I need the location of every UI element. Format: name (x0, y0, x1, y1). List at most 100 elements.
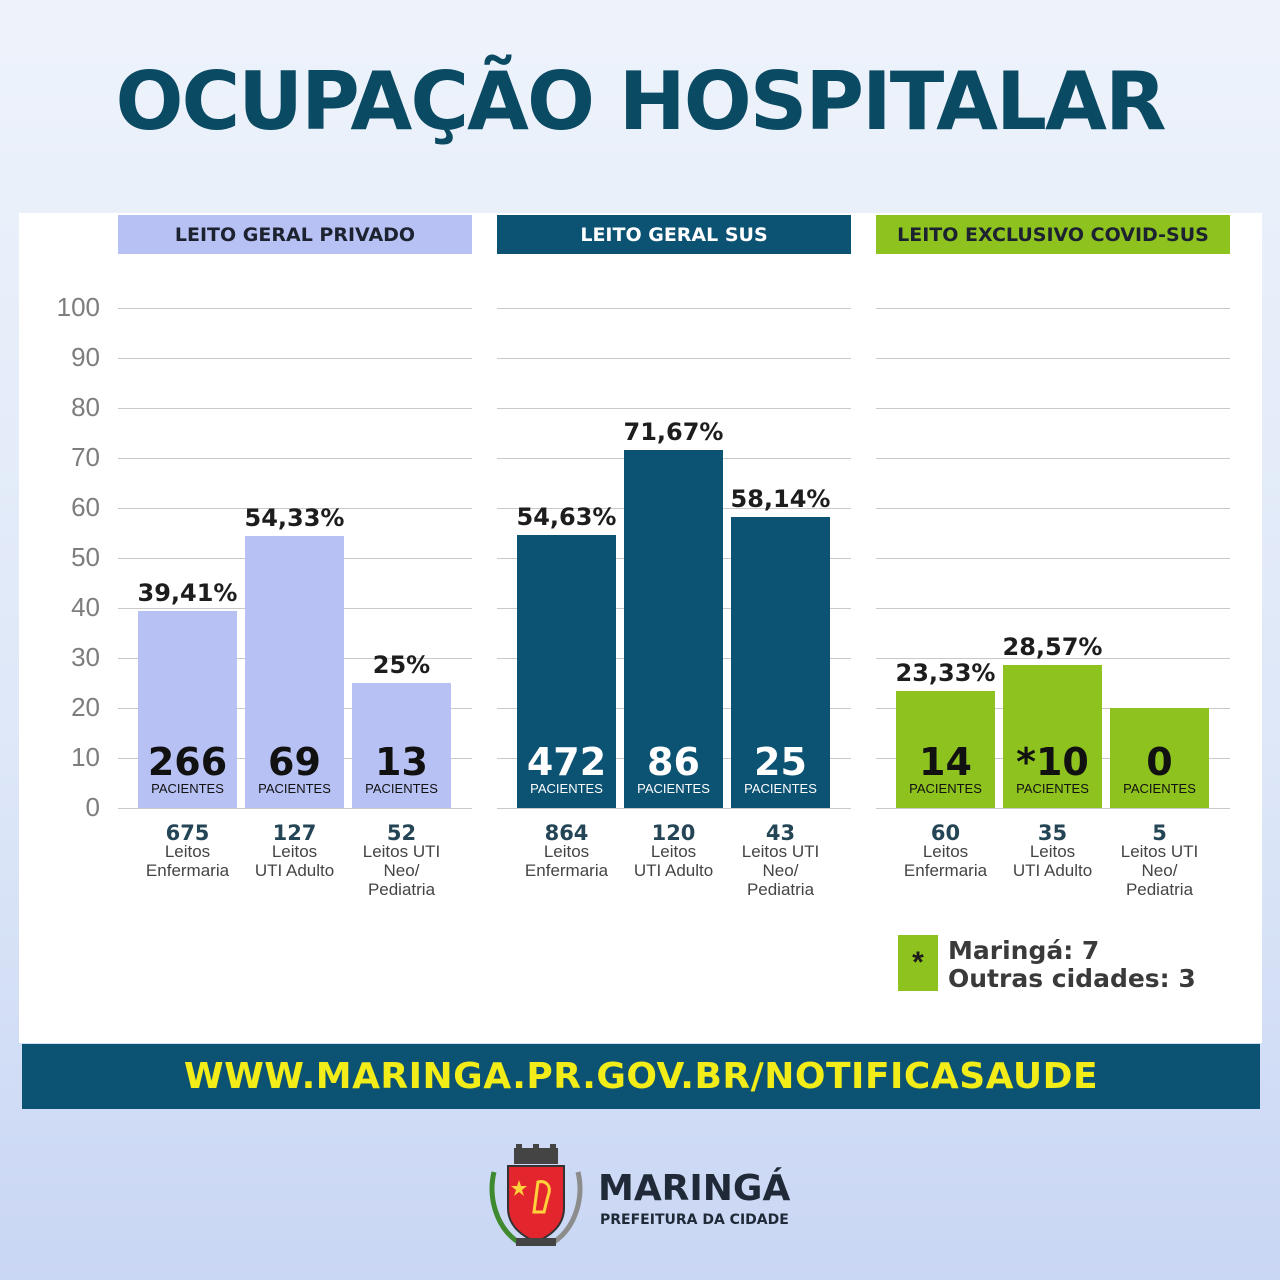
bar (624, 449, 723, 808)
gridline (497, 308, 851, 309)
bar-patient-count: 25 (754, 740, 807, 784)
bar-unit-label: PACIENTES (530, 781, 603, 796)
y-tick-label: 90 (71, 342, 100, 372)
bar-percent-label: 28,57% (1002, 633, 1103, 662)
gridline (876, 408, 1230, 409)
city-name: MARINGÁ (598, 1168, 791, 1209)
bed-type-label: Enfermaria (524, 861, 609, 880)
bed-type-label: Neo/ (383, 861, 420, 880)
group-header: LEITO GERAL PRIVADO (118, 215, 472, 254)
gridline (876, 808, 1230, 809)
bed-type-label: Leitos (1029, 842, 1076, 861)
y-tick-label: 80 (71, 392, 100, 422)
bar-patient-count: 0 (1146, 740, 1173, 784)
bar-unit-label: PACIENTES (744, 781, 817, 796)
bar-patient-count: 13 (375, 740, 428, 784)
page-title: OCUPAÇÃO HOSPITALAR (115, 55, 1166, 148)
gridline (118, 458, 472, 459)
bar-percent-label: 58,14% (730, 485, 831, 514)
bar-patient-count: 69 (268, 740, 321, 784)
gridline (118, 408, 472, 409)
y-tick-label: 10 (71, 742, 100, 772)
bar-patient-count: 86 (647, 740, 700, 784)
bed-type-label: Neo/ (762, 861, 799, 880)
bar-patient-count: *10 (1016, 740, 1089, 784)
bed-type-label: Enfermaria (145, 861, 230, 880)
bed-type-label: Leitos (271, 842, 318, 861)
bed-type-label: Leitos (164, 842, 211, 861)
bar (1003, 665, 1102, 808)
bed-count: 864 (544, 821, 589, 845)
bed-count: 43 (765, 821, 796, 845)
bar (245, 536, 344, 808)
bed-type-label: Leitos (650, 842, 697, 861)
bed-type-label: UTI Adulto (254, 861, 335, 880)
bed-count: 675 (165, 821, 210, 845)
bed-type-label: UTI Adulto (1012, 861, 1093, 880)
bar-percent-label: 71,67% (623, 417, 724, 446)
bed-type-label: Enfermaria (903, 861, 988, 880)
bed-count: 35 (1037, 821, 1068, 845)
bar-unit-label: PACIENTES (1016, 781, 1089, 796)
bed-type-label: UTI Adulto (633, 861, 714, 880)
bar-patient-count: 266 (147, 740, 228, 784)
gridline (118, 808, 472, 809)
bed-type-label: Pediatria (1125, 880, 1194, 899)
footer-banner: WWW.MARINGA.PR.GOV.BR/NOTIFICASAUDE (22, 1044, 1260, 1109)
bed-type-label: Leitos UTI (741, 842, 820, 861)
bar-percent-label: 25% (372, 651, 431, 679)
bar (517, 534, 616, 808)
gridline (876, 308, 1230, 309)
note-maringa: Maringá: 7 (948, 936, 1100, 965)
bar-unit-label: PACIENTES (909, 781, 982, 796)
note-other-cities: Outras cidades: 3 (948, 964, 1196, 993)
bar-unit-label: PACIENTES (151, 781, 224, 796)
bar (731, 517, 830, 808)
bar-unit-label: PACIENTES (637, 781, 710, 796)
gridline (118, 308, 472, 309)
bed-type-label: Leitos UTI (1120, 842, 1199, 861)
gridline (876, 458, 1230, 459)
bed-count: 60 (930, 821, 961, 845)
bar-percent-label: 39,41% (137, 578, 238, 607)
bed-type-label: Leitos UTI (362, 842, 441, 861)
city-subtitle: PREFEITURA DA CIDADE (600, 1212, 789, 1228)
gridline (876, 608, 1230, 609)
gridline (497, 358, 851, 359)
y-tick-label: 60 (71, 492, 100, 522)
bar-patient-count: 14 (919, 740, 972, 784)
bar (1110, 708, 1209, 808)
y-tick-label: 100 (56, 292, 100, 322)
y-tick-label: 0 (85, 792, 100, 822)
gridline (876, 658, 1230, 659)
bed-count: 127 (272, 821, 317, 845)
bed-count: 52 (386, 821, 417, 845)
bar-percent-label: 54,33% (244, 504, 345, 533)
bar (138, 610, 237, 808)
gridline (497, 408, 851, 409)
bed-count: 120 (651, 821, 696, 845)
y-tick-label: 20 (71, 692, 100, 722)
bed-type-label: Neo/ (1141, 861, 1178, 880)
gridline (876, 358, 1230, 359)
group-header: LEITO EXCLUSIVO COVID-SUS (876, 215, 1230, 254)
bed-count: 5 (1152, 821, 1167, 845)
bar-patient-count: 472 (526, 740, 607, 784)
y-tick-label: 70 (71, 442, 100, 472)
asterisk-badge: * (898, 935, 938, 991)
gridline (118, 508, 472, 509)
bar-percent-label: 23,33% (895, 659, 996, 688)
y-tick-label: 50 (71, 542, 100, 572)
y-tick-label: 40 (71, 592, 100, 622)
gridline (118, 358, 472, 359)
bar-percent-label: 54,63% (516, 502, 617, 531)
y-tick-label: 30 (71, 642, 100, 672)
bed-type-label: Pediatria (746, 880, 815, 899)
notifica-saude-link[interactable]: WWW.MARINGA.PR.GOV.BR/NOTIFICASAUDE (183, 1056, 1099, 1097)
gridline (497, 808, 851, 809)
gridline (876, 558, 1230, 559)
bar-unit-label: PACIENTES (1123, 781, 1196, 796)
bed-type-label: Leitos (543, 842, 590, 861)
gridline (876, 508, 1230, 509)
bar-unit-label: PACIENTES (258, 781, 331, 796)
